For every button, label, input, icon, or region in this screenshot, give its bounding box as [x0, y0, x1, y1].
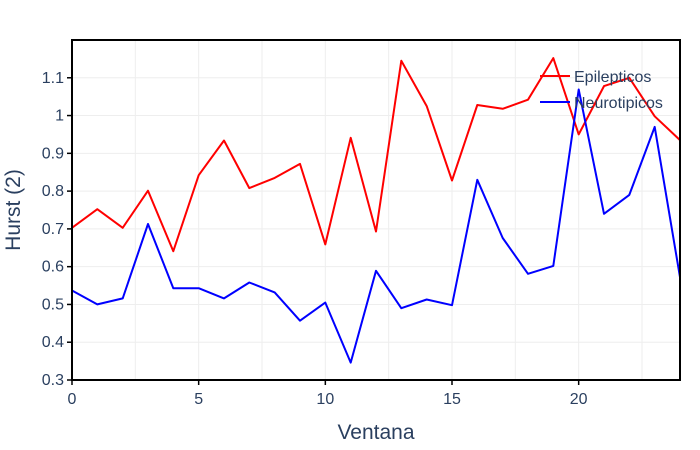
y-tick-label: 0.5	[42, 296, 64, 313]
x-tick-label: 10	[316, 391, 334, 408]
x-axis-title: Ventana	[337, 421, 414, 444]
y-tick-label: 0.4	[42, 334, 64, 351]
series-line-neurotipicos	[71, 88, 681, 364]
y-tick-label: 1	[55, 108, 64, 125]
x-tick-label: 20	[570, 391, 588, 408]
x-tick-label: 5	[194, 391, 203, 408]
legend-label: Neurotipicos	[574, 95, 663, 112]
series-line-epilepticos	[71, 57, 681, 253]
legend-label: Epilepticos	[574, 69, 651, 86]
y-tick-label: 1.1	[42, 70, 64, 87]
y-tick-label: 0.8	[42, 183, 64, 200]
y-tick-label: 0.3	[42, 372, 64, 389]
y-tick-label: 0.6	[42, 259, 64, 276]
series-layer	[71, 57, 681, 364]
y-tick-label: 0.7	[42, 221, 64, 238]
legend: Epilepticos Neurotipicos	[540, 69, 663, 112]
grid	[72, 40, 680, 381]
y-tick-label: 0.9	[42, 145, 64, 162]
x-axis-ticks: 0 5 10 15 20	[68, 380, 588, 408]
plot-frame	[71, 39, 681, 381]
y-axis-title: Hurst (2)	[2, 169, 25, 251]
x-tick-label: 0	[68, 391, 77, 408]
x-tick-label: 15	[443, 391, 461, 408]
y-axis-ticks: 0.3 0.4 0.5 0.6 0.7 0.8 0.9 1 1.1	[42, 70, 72, 389]
